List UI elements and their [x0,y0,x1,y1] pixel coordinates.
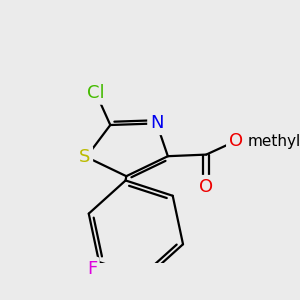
Text: S: S [79,148,90,166]
Text: methyl: methyl [248,134,300,148]
Text: O: O [229,132,243,150]
Text: O: O [199,178,213,196]
Text: N: N [150,114,164,132]
Text: Cl: Cl [87,84,105,102]
Text: F: F [87,260,97,278]
